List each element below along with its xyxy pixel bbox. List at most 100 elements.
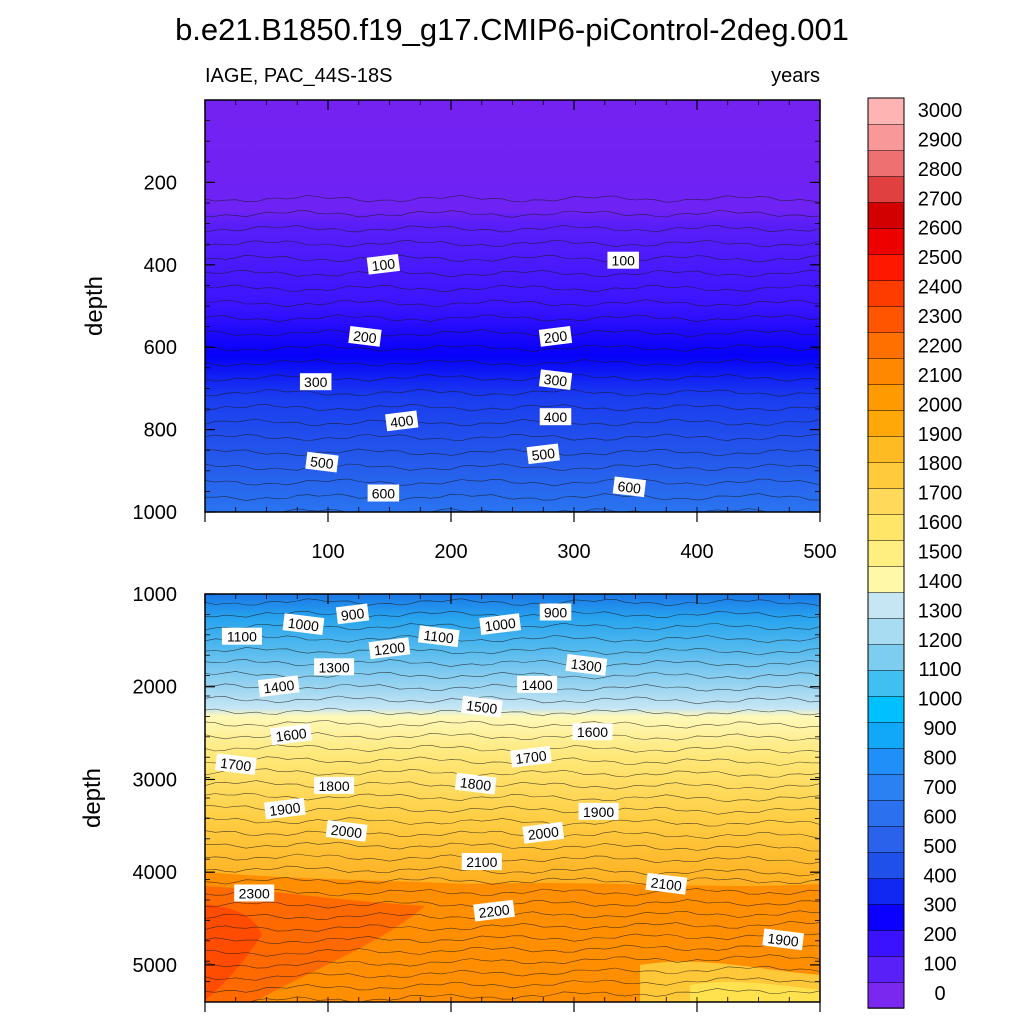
colorbar-swatch	[867, 565, 905, 593]
contour-label: 200	[538, 326, 573, 347]
contour-label: 1000	[282, 613, 325, 635]
contour-label-bg	[565, 654, 608, 676]
colorbar-swatch	[867, 175, 905, 203]
colorbar-swatch	[867, 279, 905, 307]
colorbar-swatch	[867, 617, 905, 645]
contour-label-text: 1700	[515, 747, 548, 767]
contour-label-text: 300	[304, 374, 328, 390]
y-tick-label: 1000	[133, 584, 178, 606]
contour-label-text: 1900	[767, 930, 800, 950]
colorbar-label: 900	[923, 718, 956, 740]
upper-panel: 100 100 200 200 300 300 400 400 500 500 600 600 200…	[81, 99, 837, 563]
colorbar-label: 2500	[918, 247, 963, 269]
contour-label: 300	[538, 369, 573, 391]
contour-label: 1400	[517, 675, 558, 693]
x-tick-label: 400	[680, 541, 713, 563]
contour-label-text: 1400	[522, 677, 553, 693]
contour-label-bg	[221, 627, 262, 645]
contour-label-bg	[510, 745, 552, 768]
contour-line	[205, 966, 820, 981]
contour-label: 900	[335, 603, 370, 625]
contour-label-bg	[762, 928, 805, 951]
y-tick-label: 4000	[133, 862, 178, 884]
colorbar-swatch	[867, 487, 905, 515]
contour-line	[205, 418, 820, 427]
colorbar-swatch	[867, 929, 905, 957]
y-tick-label: 600	[144, 337, 177, 359]
colorbar-swatch	[867, 331, 905, 359]
colorbar-swatch	[867, 305, 905, 333]
contour-line	[205, 805, 820, 815]
colorbar-swatch	[867, 149, 905, 177]
contour-label-text: 2100	[650, 874, 683, 894]
contour-label: 2200	[473, 899, 515, 922]
contour-label-text: 200	[543, 328, 568, 347]
colorbar-swatch	[867, 669, 905, 697]
contour-label-bg	[270, 723, 312, 746]
contour-label-text: 1000	[287, 615, 320, 635]
contour-label-bg	[348, 326, 382, 347]
contour-line	[205, 239, 820, 248]
colorbar-swatch	[867, 799, 905, 827]
contour-label: 1800	[314, 776, 355, 794]
contour-label-bg	[299, 373, 332, 391]
contour-label-text: 1900	[583, 804, 614, 820]
contour-label-bg	[522, 821, 565, 844]
colorbar-label: 1200	[918, 630, 963, 652]
colorbar-label: 2300	[918, 306, 963, 328]
contour-label: 1700	[510, 745, 552, 768]
contour-label: 600	[367, 484, 400, 502]
contour-line	[205, 598, 820, 607]
y-tick-label: 1000	[133, 502, 178, 524]
contour-label-bg	[460, 695, 503, 718]
contour-label-bg	[461, 853, 502, 870]
figure-title: b.e21.B1850.f19_g17.CMIP6-piControl-2deg…	[175, 12, 849, 47]
colorbar-label: 1400	[918, 571, 963, 593]
contour-label-bg	[526, 443, 560, 465]
contour-line	[205, 646, 820, 656]
contour-label-text: 900	[340, 605, 365, 624]
contour-line	[205, 683, 820, 692]
colorbar-label: 1000	[918, 689, 963, 711]
contour-label: 600	[612, 476, 647, 498]
contour-label-bg	[479, 613, 522, 635]
contour-line	[205, 284, 820, 293]
colorbar-swatch	[867, 877, 905, 905]
contour-label: 400	[385, 410, 419, 432]
colorbar-swatch	[867, 851, 905, 879]
contour-label: 1300	[565, 654, 608, 676]
y-tick-label: 800	[144, 420, 177, 442]
contour-line	[205, 635, 820, 643]
colorbar-label: 3000	[918, 100, 963, 122]
contour-label-bg	[612, 476, 647, 498]
contour-label: 100	[607, 251, 639, 269]
y-tick-label: 200	[144, 172, 177, 194]
colorbar-swatch	[867, 825, 905, 853]
contour-line	[205, 329, 820, 337]
contour-line	[205, 195, 820, 203]
colorbar-swatch	[867, 981, 905, 1009]
deep-1800-right-zone	[690, 982, 820, 1002]
lower-axis-ticks: 1000 2000 3000 4000 5000	[133, 584, 821, 1012]
contour-label: 100	[366, 253, 401, 275]
x-tick-label: 100	[311, 541, 344, 563]
contour-label-bg	[517, 675, 558, 693]
contour-label: 1100	[417, 625, 460, 648]
contour-label-text: 1500	[465, 697, 498, 717]
contour-label-text: 300	[543, 371, 568, 390]
contour-label-text: 1400	[262, 677, 295, 697]
contour-label-text: 2300	[239, 886, 270, 902]
upper-panel-fill	[205, 100, 820, 512]
contour-label-text: 200	[352, 328, 377, 347]
colorbar-swatch	[867, 357, 905, 385]
colorbar-swatch	[867, 721, 905, 749]
contour-line	[205, 210, 820, 218]
colorbar-label: 2700	[918, 188, 963, 210]
contour-label-bg	[473, 899, 515, 922]
contour-label-text: 2200	[478, 901, 511, 921]
colorbar-label: 300	[923, 895, 956, 917]
colorbar-swatch	[867, 435, 905, 463]
contour-line	[205, 478, 820, 487]
contour-label-bg	[214, 753, 257, 775]
